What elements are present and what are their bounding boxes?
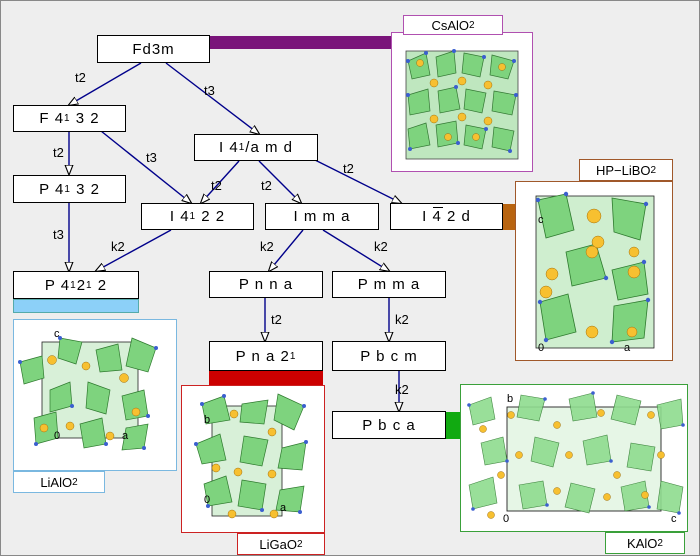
kalo2-axis-c: c — [671, 513, 677, 525]
label-k2-pmma-pbcm: k2 — [395, 312, 409, 327]
hplibo2-structure-panel: c 0 a — [515, 181, 673, 361]
link-i41amd-imma — [258, 160, 301, 203]
label-t3-fd3m-i41amd: t3 — [204, 83, 215, 98]
label-t2-fd3m-f4132: t2 — [75, 70, 86, 85]
hplibo2-crystal-image — [535, 191, 655, 349]
lialo2-bar — [13, 299, 139, 313]
lialo2-title: LiAlO 2 — [13, 471, 105, 493]
csalo2-structure-panel — [391, 32, 533, 172]
label-k2-imma-pnna: k2 — [260, 239, 274, 254]
label-t2-pnna-pna21: t2 — [271, 312, 282, 327]
lialo2-axis-a: a — [122, 430, 129, 442]
link-fd3m-i41amd — [165, 62, 259, 134]
label-t2-f4132-p4132: t2 — [53, 145, 64, 160]
hplibo2-title: HP−LiBO 2 — [579, 159, 673, 181]
csalo2-title: CsAlO 2 — [403, 15, 503, 35]
label-t2-i41amd-i4122: t2 — [211, 178, 222, 193]
link-fd3m-f4132 — [69, 62, 142, 105]
ligao2-axis-a: a — [280, 502, 287, 514]
hplibo2-axis-0: 0 — [538, 342, 545, 354]
space-group-i41amd[interactable]: I 4 1/a m d — [194, 134, 318, 161]
kalo2-title: KAlO 2 — [605, 532, 685, 554]
kalo2-axis-b: b — [507, 393, 514, 405]
space-group-pbcm[interactable]: P b c m — [332, 341, 446, 371]
hplibo2-axis-a: a — [624, 342, 631, 354]
space-group-pnna[interactable]: P n n a — [209, 271, 323, 298]
i42d-overline — [433, 207, 443, 208]
space-group-imma[interactable]: I m m a — [265, 203, 379, 230]
space-group-pmma[interactable]: P m m a — [332, 271, 446, 298]
kalo2-axis-0: 0 — [503, 513, 510, 525]
link-imma-pmma — [322, 229, 389, 271]
lialo2-axis-c: c — [54, 328, 60, 340]
space-group-i42d[interactable]: I 4 2 d — [390, 203, 503, 230]
ligao2-axis-b: b — [204, 414, 211, 426]
label-t3-p4132-p41212: t3 — [53, 227, 64, 242]
kalo2-structure-panel: b 0 c — [460, 384, 688, 532]
csalo2-crystal-image — [405, 49, 519, 160]
csalo2-bar — [210, 36, 396, 49]
space-group-pbca[interactable]: P b c a — [332, 411, 446, 439]
label-t3-f4132-i4122: t3 — [146, 150, 157, 165]
kalo2-crystal-image — [467, 391, 685, 519]
lialo2-axis-0: 0 — [54, 430, 61, 442]
lialo2-structure-panel: c 0 a — [13, 319, 177, 471]
ligao2-title: LiGaO 2 — [237, 533, 325, 555]
label-k2-i4122-p41212: k2 — [111, 239, 125, 254]
space-group-fd3m[interactable]: Fd3m — [97, 35, 210, 63]
ligao2-crystal-image — [194, 393, 308, 519]
lialo2-crystal-image — [18, 336, 158, 451]
label-t2-i41amd-imma: t2 — [261, 178, 272, 193]
label-k2-imma-pmma: k2 — [374, 239, 388, 254]
link-imma-pnna — [269, 229, 304, 271]
kalo2-bar — [446, 412, 461, 439]
link-f4132-i4122 — [100, 130, 191, 203]
ligao2-axis-0: 0 — [204, 494, 211, 506]
link-i4122-p41212 — [96, 229, 172, 271]
hplibo2-axis-c: c — [538, 214, 544, 226]
ligao2-structure-panel: b 0 a — [181, 385, 325, 533]
link-i41amd-i4122 — [201, 160, 240, 203]
label-t2-i41amd-i42d: t2 — [343, 161, 354, 176]
label-k2-pbcm-pbca: k2 — [395, 382, 409, 397]
hplibo2-bar — [503, 204, 517, 230]
ligao2-bar — [209, 371, 323, 385]
link-i41amd-i42d — [300, 152, 401, 203]
